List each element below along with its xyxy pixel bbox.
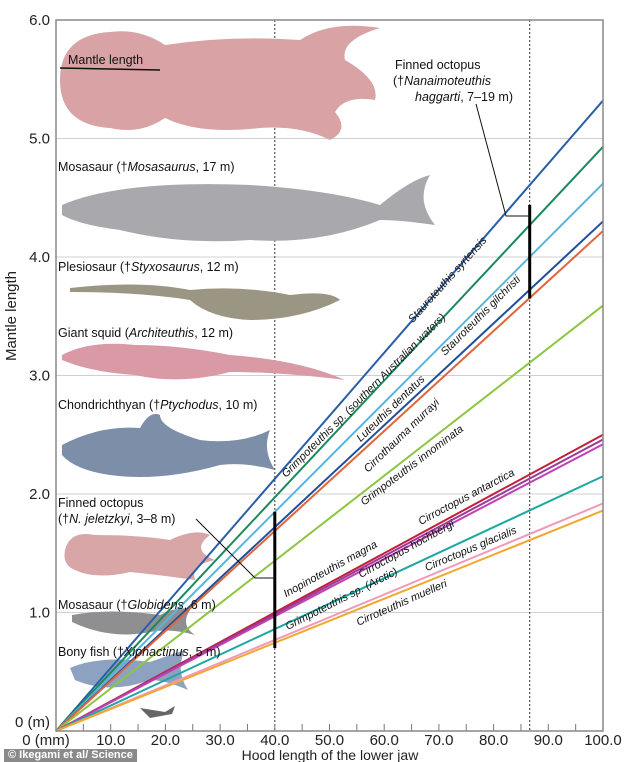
x-tick-label: 20.0 [151, 732, 180, 749]
animal-label: Mosasaur (†Globidens, 6 m) [58, 598, 216, 612]
y-tick-label: 6.0 [29, 12, 50, 29]
series-line [55, 502, 604, 732]
x-tick-label: 0 (mm) [22, 732, 70, 749]
x-tick-label: 60.0 [370, 732, 399, 749]
y-tick-label: 2.0 [29, 486, 50, 503]
x-axis-label: Hood length of the lower jaw [242, 747, 420, 762]
animal-label: Chondrichthyan (†Ptychodus, 10 m) [58, 398, 257, 412]
series-line [55, 475, 604, 732]
architeuthis-illustration [62, 343, 345, 380]
y-tick-label: 0 (m) [15, 714, 50, 731]
x-tick-label: 10.0 [96, 732, 125, 749]
series-line [55, 146, 604, 732]
series-line [55, 220, 604, 732]
nanaimo-label: (†Nanaimoteuthis [393, 74, 491, 88]
animal-label: Bony fish (†Xiphactinus, 5 m) [58, 645, 221, 659]
y-tick-label: 5.0 [29, 131, 50, 148]
mantle-length-label: Mantle length [68, 53, 143, 67]
nanaimo-label: Finned octopus [395, 58, 480, 72]
animal-label: Finned octopus [58, 496, 143, 510]
y-axis-label: Mantle length [3, 271, 20, 361]
animal-label: (†N. jeletzkyi, 3–8 m) [58, 512, 175, 526]
series-label: Luteuthis dentatus [354, 373, 427, 444]
x-tick-label: 40.0 [260, 732, 289, 749]
x-tick-label: 70.0 [424, 732, 453, 749]
ptychodus-illustration [62, 413, 275, 478]
series-line [55, 509, 604, 732]
series-line [55, 230, 604, 732]
series-line [55, 182, 604, 732]
nanaimo-leader-line [475, 103, 530, 217]
animal-illustrations: Mantle length [59, 25, 435, 718]
x-tick-label: 100.0 [584, 732, 622, 749]
y-tick-label: 3.0 [29, 368, 50, 385]
diver-icon [140, 706, 175, 718]
y-tick-label: 1.0 [29, 605, 50, 622]
x-tick-label: 90.0 [534, 732, 563, 749]
x-tick-label: 50.0 [315, 732, 344, 749]
jeletzkyi-leader-line [195, 518, 275, 579]
x-tick-label: 30.0 [205, 732, 234, 749]
x-tick-label: 80.0 [479, 732, 508, 749]
animal-label: Giant squid (Architeuthis, 12 m) [58, 326, 233, 340]
nanaimo-label: haggarti, 7–19 m) [415, 90, 513, 104]
y-tick-label: 4.0 [29, 249, 50, 266]
nanaimoteuthis-illustration [60, 25, 380, 140]
plot-frame [55, 19, 604, 732]
series-line [55, 99, 604, 732]
animal-label: Plesiosaur (†Styxosaurus, 12 m) [58, 260, 239, 274]
series-line [55, 304, 604, 732]
mosasaurus-illustration [62, 175, 435, 242]
animal-label: Mosasaur (†Mosasaurus, 17 m) [58, 160, 234, 174]
n-jeletzkyi-illustration [64, 532, 215, 580]
mantle-length-arrow [59, 67, 161, 71]
image-credit: © Ikegami et al/ Science [4, 749, 137, 762]
series-line [55, 443, 604, 732]
styxosaurus-illustration [70, 284, 340, 320]
